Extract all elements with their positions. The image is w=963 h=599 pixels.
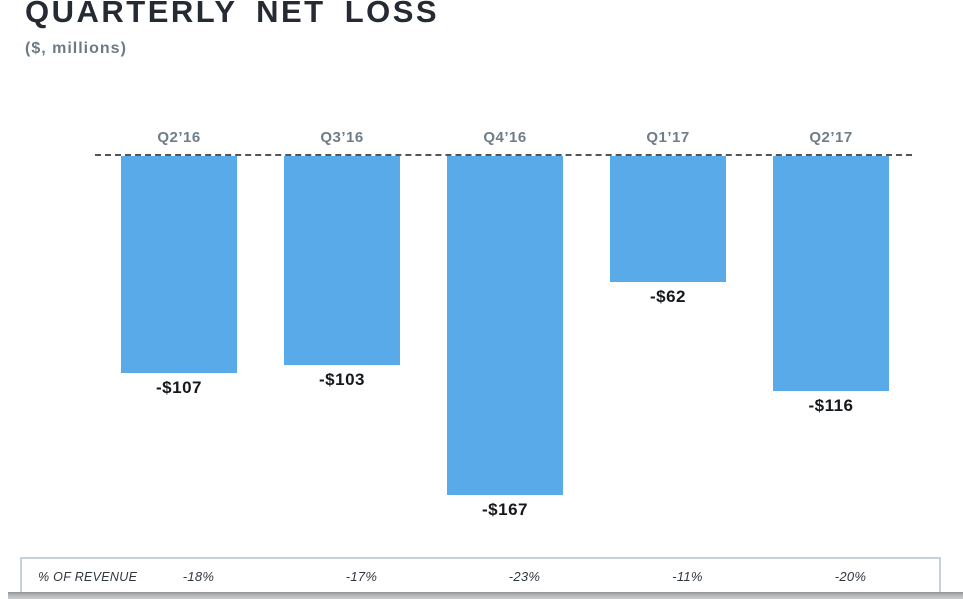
bar [284, 156, 400, 365]
bar-category-label: Q4’16 [483, 129, 527, 146]
table-row-label: % OF REVENUE [38, 569, 138, 584]
pct-cell: -20% [834, 569, 867, 584]
pct-of-revenue-table: % OF REVENUE -18% -17% -23% -11% -20% [20, 557, 941, 596]
bar-value-label: -$167 [482, 500, 528, 519]
pct-cell: -17% [345, 569, 378, 584]
chart-title: QUARTERLY NET LOSS [25, 0, 440, 29]
bar-category-label: Q2’17 [809, 129, 853, 146]
bar-value-label: -$62 [649, 287, 687, 306]
pct-cell: -23% [508, 569, 541, 584]
bar-category-label: Q2’16 [157, 129, 201, 146]
bar-category-label: Q3’16 [320, 129, 364, 146]
bar-value-label: -$103 [319, 370, 365, 389]
bar-value-label: -$116 [808, 396, 854, 415]
bar-category-label: Q1’17 [646, 129, 690, 146]
zero-baseline [95, 154, 912, 156]
bar [121, 156, 237, 373]
pct-cell: -11% [672, 569, 703, 584]
chart-subtitle: ($, millions) [25, 40, 127, 57]
bar [773, 156, 889, 391]
bar-chart: Q2’16 -$107 Q3’16 -$103 Q4’16 -$167 Q1’17 -$62 Q… [95, 129, 912, 519]
bar [610, 156, 726, 282]
bar-value-label: -$107 [156, 378, 202, 397]
pct-cell: -18% [182, 569, 215, 584]
bar [447, 156, 563, 495]
window-bottom-edge [8, 592, 963, 599]
